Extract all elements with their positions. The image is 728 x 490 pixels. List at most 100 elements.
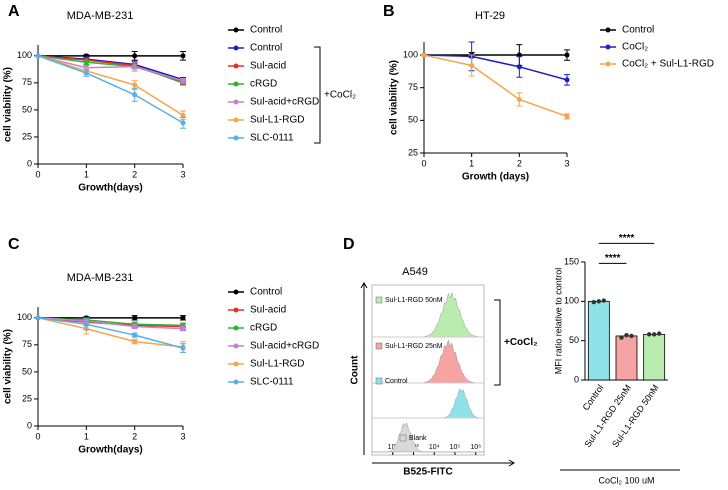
- x-tick-label: 2: [132, 169, 137, 179]
- significance-label: ****: [619, 233, 635, 244]
- legend-marker: [605, 27, 611, 33]
- bar: [643, 333, 666, 381]
- legend-marker: [233, 27, 239, 33]
- legend-label: Sul-L1-RGD 50nM: [385, 297, 443, 304]
- data-point: [180, 53, 186, 59]
- y-tick-label: 100: [564, 296, 579, 306]
- legend-label: Control: [385, 378, 408, 385]
- y-tick-label: 25: [22, 393, 32, 403]
- data-point: [132, 82, 138, 88]
- bracket: [494, 299, 501, 386]
- legend-marker: [233, 361, 239, 367]
- x-tick-label: 0: [35, 169, 40, 179]
- y-tick-label: 0: [27, 158, 32, 168]
- series-line: [37, 55, 184, 82]
- legend-swatch: [375, 296, 383, 304]
- significance-label: ****: [605, 253, 621, 264]
- data-point: [564, 113, 570, 119]
- data-point: [83, 70, 89, 76]
- replicate-point: [619, 335, 624, 340]
- data-point: [132, 315, 138, 321]
- x-tick-label: 3: [564, 158, 569, 168]
- legend-label: Sul-L1-RGD: [250, 115, 304, 126]
- data-point: [516, 64, 522, 70]
- legend-label: Control: [250, 25, 282, 36]
- data-point: [180, 326, 186, 332]
- y-axis-label: cell viability (%): [3, 67, 14, 142]
- y-tick-label: 75: [22, 339, 32, 349]
- legend-marker: [233, 99, 239, 105]
- y-axis-arrow: [360, 282, 368, 455]
- series-line: [37, 55, 184, 116]
- data-point: [180, 120, 186, 126]
- data-point: [132, 92, 138, 98]
- legend-label: Sul-acid+cRGD: [250, 97, 319, 108]
- legend-label: Sul-acid: [250, 305, 286, 316]
- y-tick-label: 50: [22, 104, 32, 114]
- x-tick-label: 2: [132, 431, 137, 441]
- series-line: [423, 54, 568, 118]
- x-tick-label: 1: [84, 431, 89, 441]
- histogram: [372, 421, 484, 453]
- replicate-point: [651, 332, 657, 337]
- replicate-point: [656, 331, 662, 336]
- x-axis-label: Growth (days): [462, 172, 529, 183]
- y-tick-label: 50: [22, 366, 32, 376]
- x-tick-label: 2: [517, 158, 522, 168]
- legend-label: Sul-L1-RGD: [250, 359, 304, 370]
- y-tick-label: 0: [27, 420, 32, 430]
- plot-frame: [371, 284, 485, 456]
- series-line: [37, 317, 184, 348]
- y-tick-label: 75: [408, 82, 418, 92]
- data-point: [421, 52, 427, 58]
- x-tick-label: 10⁶: [470, 444, 481, 451]
- legend-label: Control: [250, 287, 282, 298]
- y-tick-label: 25: [22, 131, 32, 141]
- data-point: [132, 339, 138, 345]
- legend-marker: [233, 117, 239, 123]
- legend-marker: [233, 343, 239, 349]
- legend-swatch: [375, 342, 383, 350]
- legend-label: Control: [622, 25, 654, 36]
- y-axis-label: MFI ratio relative to control: [553, 268, 563, 375]
- data-point: [180, 315, 186, 321]
- x-tick-label: 0: [421, 158, 426, 168]
- panel-label: C: [8, 236, 20, 253]
- y-tick-label: 150: [564, 256, 579, 266]
- data-point: [516, 96, 522, 102]
- data-point: [83, 59, 89, 65]
- bracket: [314, 46, 321, 144]
- series-line: [37, 317, 184, 349]
- data-point: [469, 63, 475, 69]
- panel-label: B: [383, 3, 395, 20]
- legend-label: CoCl₂: [622, 42, 648, 53]
- data-point: [564, 77, 570, 83]
- y-tick-label: 100: [17, 50, 32, 60]
- legend-marker: [233, 81, 239, 87]
- y-axis-label: Count: [350, 355, 361, 385]
- chart-title: HT-29: [475, 10, 505, 22]
- y-tick-label: 75: [22, 77, 32, 87]
- series-line: [37, 55, 184, 124]
- data-point: [180, 345, 186, 351]
- replicate-point: [624, 332, 629, 338]
- x-tick-label: 1: [469, 158, 474, 168]
- data-point: [564, 52, 570, 58]
- x-tick-label: 10⁴: [429, 444, 440, 451]
- legend-swatch: [375, 377, 383, 385]
- legend-marker: [605, 61, 611, 67]
- legend-swatch: [399, 434, 407, 442]
- annotation: +CoCl₂: [504, 337, 538, 348]
- legend-label: cRGD: [250, 323, 277, 334]
- y-tick-label: 25: [408, 147, 418, 157]
- x-tick-label: 10²: [388, 444, 399, 451]
- series-line: [423, 54, 568, 81]
- legend-label: CoCl₂ + Sul-L1-RGD: [622, 59, 714, 70]
- chart-title: MDA-MB-231: [67, 272, 134, 284]
- x-tick-label: 1: [84, 169, 89, 179]
- y-axis-label: cell viability (%): [389, 60, 400, 135]
- x-tick-label: 3: [180, 431, 185, 441]
- replicate-point: [646, 332, 652, 337]
